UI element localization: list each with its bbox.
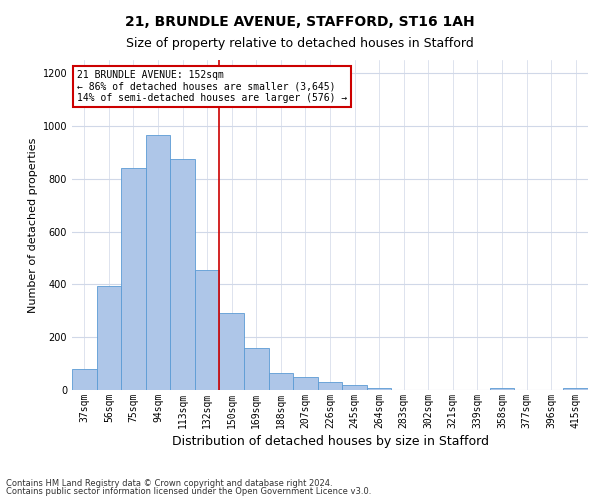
Bar: [170, 159, 195, 390]
Bar: [269, 373, 293, 390]
Text: Contains HM Land Registry data © Crown copyright and database right 2024.: Contains HM Land Registry data © Crown c…: [6, 478, 332, 488]
Bar: [563, 388, 588, 390]
Text: Size of property relative to detached houses in Stafford: Size of property relative to detached ho…: [126, 38, 474, 51]
Bar: [342, 384, 367, 390]
Text: Contains public sector information licensed under the Open Government Licence v3: Contains public sector information licen…: [6, 487, 371, 496]
Bar: [121, 168, 146, 390]
Y-axis label: Number of detached properties: Number of detached properties: [28, 138, 38, 312]
Bar: [72, 369, 97, 390]
X-axis label: Distribution of detached houses by size in Stafford: Distribution of detached houses by size …: [172, 435, 488, 448]
Bar: [220, 314, 244, 390]
Text: 21 BRUNDLE AVENUE: 152sqm
← 86% of detached houses are smaller (3,645)
14% of se: 21 BRUNDLE AVENUE: 152sqm ← 86% of detac…: [77, 70, 347, 103]
Bar: [367, 388, 391, 390]
Text: 21, BRUNDLE AVENUE, STAFFORD, ST16 1AH: 21, BRUNDLE AVENUE, STAFFORD, ST16 1AH: [125, 15, 475, 29]
Bar: [244, 348, 269, 390]
Bar: [97, 286, 121, 390]
Bar: [293, 378, 318, 390]
Bar: [490, 388, 514, 390]
Bar: [318, 382, 342, 390]
Bar: [146, 135, 170, 390]
Bar: [195, 270, 220, 390]
